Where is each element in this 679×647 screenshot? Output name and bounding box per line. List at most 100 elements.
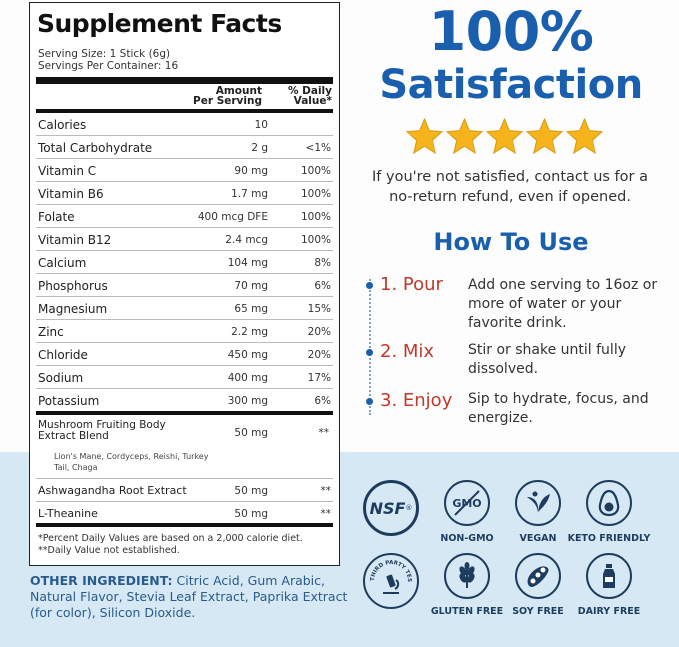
gluten-free-badge: GLUTEN FREE	[417, 553, 517, 617]
nutrient-name: Vitamin B6	[38, 187, 104, 201]
vegan-leaf-icon	[515, 480, 561, 526]
ashwagandha-row: Ashwagandha Root Extract 50 mg **	[36, 479, 333, 502]
nutrient-row: Zinc 2.2 mg 20%	[36, 320, 333, 343]
soy-free-badge: SOY FREE	[488, 553, 588, 617]
dairy-free-label: DAIRY FREE	[577, 606, 641, 617]
nutrient-name: Sodium	[38, 371, 84, 385]
wheat-icon	[444, 553, 490, 599]
dairy-free-badge: DAIRY FREE	[559, 553, 659, 617]
other-ingredients-label: OTHER INGREDIENT:	[30, 573, 173, 588]
nutrient-daily-value: 20%	[307, 349, 331, 361]
nutrient-amount: 300 mg	[227, 395, 268, 407]
blend-amount: 50 mg	[234, 427, 268, 439]
star-icon	[445, 117, 484, 155]
nutrient-daily-value: 17%	[307, 372, 331, 384]
nutrient-daily-value: 100%	[300, 234, 331, 246]
nutrient-amount: 450 mg	[227, 349, 268, 361]
footnote-2: **Daily Value not established.	[38, 545, 180, 556]
nutrient-amount: 400 mcg DFE	[197, 211, 268, 223]
nutrient-name: Calories	[38, 118, 87, 132]
nutrient-name: Calcium	[38, 256, 87, 270]
step-dot	[366, 282, 373, 289]
nutrient-daily-value: 6%	[314, 280, 331, 292]
theanine-amount: 50 mg	[234, 508, 268, 520]
nutrient-row: Calcium 104 mg 8%	[36, 251, 333, 274]
facts-title: Supplement Facts	[37, 9, 282, 38]
nutrient-daily-value: 100%	[300, 188, 331, 200]
divider-thick	[36, 77, 333, 84]
theanine-name: L-Theanine	[38, 507, 98, 520]
header-daily-value: % Daily Value*	[262, 85, 332, 107]
nutrient-name: Vitamin C	[38, 164, 97, 178]
microscope-icon: THIRD PARTY TESTED	[363, 553, 419, 609]
nutrient-row: Vitamin C 90 mg 100%	[36, 159, 333, 182]
keto-label: KETO FRIENDLY	[567, 533, 651, 544]
nutrient-row: Magnesium 65 mg 15%	[36, 297, 333, 320]
nutrient-name: Chloride	[38, 348, 88, 362]
other-ingredients-text: Citric Acid, Gum Arabic, Natural Flavor,…	[30, 573, 348, 620]
blend-dv: **	[318, 427, 330, 439]
nutrient-amount: 104 mg	[227, 257, 268, 269]
nutrient-daily-value: 15%	[307, 303, 331, 315]
nutrient-name: Phosphorus	[38, 279, 108, 293]
nsf-icon: NSF ®	[363, 480, 419, 536]
nutrient-row: Sodium 400 mg 17%	[36, 366, 333, 389]
star-icon	[525, 117, 564, 155]
nutrient-row: Chloride 450 mg 20%	[36, 343, 333, 366]
star-rating	[405, 117, 605, 157]
nutrient-amount: 10	[254, 119, 268, 131]
star-icon	[485, 117, 524, 155]
keto-badge: KETO FRIENDLY	[559, 480, 659, 544]
nutrient-row: Vitamin B6 1.7 mg 100%	[36, 182, 333, 205]
step-dot	[366, 398, 373, 405]
nutrient-row: Vitamin B12 2.4 mcg 100%	[36, 228, 333, 251]
divider-bottom	[36, 523, 333, 527]
nutrient-name: Folate	[38, 210, 75, 224]
blend-name: Mushroom Fruiting Body Extract Blend	[38, 419, 166, 442]
step-2-text: Stir or shake until fully dissolved.	[468, 342, 626, 377]
satisfaction-percent: 100%	[428, 0, 594, 63]
soy-free-label: SOY FREE	[512, 606, 564, 617]
footnote-1: *Percent Daily Values are based on a 2,0…	[38, 533, 303, 544]
third-party-tested-badge: THIRD PARTY TESTED	[341, 553, 441, 609]
nutrient-name: Total Carbohydrate	[38, 141, 153, 155]
how-to-use-title: How To Use	[433, 228, 589, 256]
non-gmo-label: NON-GMO	[440, 533, 494, 544]
header-dv-line2: Value*	[293, 95, 332, 107]
nsf-registered-mark: ®	[405, 504, 413, 512]
theanine-row: L-Theanine 50 mg **	[36, 502, 333, 525]
nutrient-amount: 1.7 mg	[231, 188, 268, 200]
nutrient-row: Phosphorus 70 mg 6%	[36, 274, 333, 297]
step-1-label: 1. Pour	[380, 274, 443, 295]
nutrient-amount: 2 g	[251, 142, 268, 154]
non-gmo-icon: GMO	[444, 480, 490, 526]
nutrient-amount: 2.2 mg	[231, 326, 268, 338]
steps-connector	[369, 279, 371, 415]
nutrient-name: Magnesium	[38, 302, 108, 316]
non-gmo-badge: GMO NON-GMO	[417, 480, 517, 544]
milk-bottle-icon	[586, 553, 632, 599]
nutrient-daily-value: 20%	[307, 326, 331, 338]
nutrient-amount: 70 mg	[234, 280, 268, 292]
header-dv-line1: % Daily	[287, 85, 332, 97]
nutrient-daily-value: 6%	[314, 395, 331, 407]
serving-size: Serving Size: 1 Stick (6g)	[38, 48, 171, 60]
supplement-facts-panel: Supplement Facts Serving Size: 1 Stick (…	[29, 2, 340, 566]
step-dot	[366, 349, 373, 356]
nutrient-row: Folate 400 mcg DFE 100%	[36, 205, 333, 228]
vegan-label: VEGAN	[519, 533, 557, 544]
nutrient-name: Vitamin B12	[38, 233, 112, 247]
servings-per-container: Servings Per Container: 16	[38, 60, 179, 72]
nutrient-amount: 400 mg	[227, 372, 268, 384]
ashwagandha-amount: 50 mg	[234, 485, 268, 497]
nutrient-daily-value: 100%	[300, 165, 331, 177]
divider-mid	[36, 411, 333, 415]
nutrient-amount: 65 mg	[234, 303, 268, 315]
blend-ingredients: Lion's Mane, Cordyceps, Reishi, Turkey T…	[54, 452, 209, 472]
satisfaction-text: If you're not satisfied, contact us for …	[372, 169, 648, 205]
header-amount-line1: Amount	[215, 85, 262, 97]
step-3-text: Sip to hydrate, focus, and energize.	[468, 391, 649, 426]
nutrient-daily-value: <1%	[305, 142, 331, 154]
step-1-text: Add one serving to 16oz or more of water…	[468, 277, 658, 331]
nsf-badge: NSF ®	[341, 480, 441, 536]
